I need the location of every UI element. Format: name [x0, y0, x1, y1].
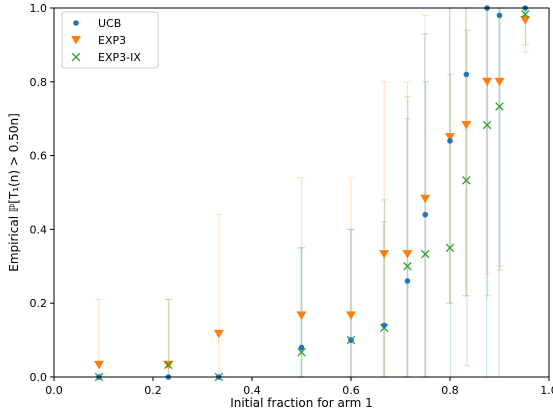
legend-entry: EXP3: [71, 34, 126, 47]
y-tick-label: 0.0: [30, 371, 48, 384]
x-tick-label: 0.6: [342, 384, 360, 397]
data-point: [298, 344, 305, 351]
error-bar: [496, 7, 504, 271]
legend-marker: [73, 20, 79, 26]
data-point: [445, 133, 455, 142]
error-bar: [348, 228, 355, 378]
x-tick-label: 0.0: [45, 384, 63, 397]
x-axis-label: Initial fraction for arm 1: [230, 396, 372, 410]
data-point: [461, 120, 472, 130]
data-markers-layer: [94, 5, 531, 382]
legend-entry: UCB: [73, 17, 121, 30]
data-point: [494, 77, 505, 87]
legend-entry: EXP3-IX: [71, 51, 141, 64]
y-axis-label: Empirical ℙ[T₁(n) > 0.50n]: [7, 113, 21, 271]
data-point: [346, 311, 356, 320]
y-tick-label: 0.8: [30, 76, 48, 89]
data-point: [381, 322, 387, 329]
plot-area-frame: [53, 7, 550, 378]
data-point: [463, 71, 470, 78]
data-point: [482, 120, 492, 130]
x-tick-label: 0.2: [144, 384, 162, 397]
error-bars-layer: [95, 7, 530, 378]
data-point: [420, 194, 431, 204]
legend-marker: [71, 52, 81, 62]
data-point: [402, 250, 413, 259]
data-point: [297, 348, 306, 357]
y-tick-label: 0.6: [30, 150, 48, 163]
data-point: [445, 243, 455, 253]
legend-label: UCB: [98, 17, 121, 30]
y-tick-label: 1.0: [30, 2, 48, 15]
error-bar: [404, 95, 412, 378]
error-bar: [422, 81, 430, 378]
data-point: [462, 176, 471, 185]
data-point: [495, 102, 504, 111]
y-axis-ticks: 0.0 0.2 0.4 0.6 0.8 1.0: [30, 2, 54, 384]
data-point: [213, 329, 224, 339]
y-tick-label: 0.4: [30, 223, 48, 236]
data-point: [520, 10, 530, 19]
error-bar: [447, 73, 454, 378]
x-tick-label: 0.8: [441, 384, 459, 397]
x-axis-ticks: 0.0 0.2 0.4 0.6 0.8 1.0: [45, 377, 553, 397]
data-point: [164, 360, 173, 370]
data-point: [296, 311, 307, 320]
error-bar: [463, 29, 471, 367]
data-point: [379, 250, 390, 259]
legend-marker: [71, 36, 81, 45]
x-tick-label: 1.0: [540, 384, 553, 397]
data-point: [403, 262, 412, 271]
data-point: [447, 138, 453, 144]
error-bar: [215, 214, 223, 378]
data-point: [94, 360, 105, 370]
x-tick-label: 0.4: [243, 384, 261, 397]
data-point: [496, 12, 503, 19]
data-point: [404, 278, 411, 284]
data-point: [520, 16, 531, 25]
data-point: [348, 337, 354, 343]
legend-box: [61, 11, 159, 69]
legend-label: EXP3: [98, 34, 126, 47]
data-point: [420, 249, 430, 259]
legend-label: EXP3-IX: [98, 51, 141, 64]
data-point: [482, 77, 493, 87]
data-point: [422, 211, 429, 218]
error-bar: [381, 199, 389, 378]
error-bar: [484, 7, 492, 297]
y-tick-label: 0.2: [30, 297, 48, 310]
legend: UCB EXP3 EXP3-IX: [61, 11, 159, 69]
